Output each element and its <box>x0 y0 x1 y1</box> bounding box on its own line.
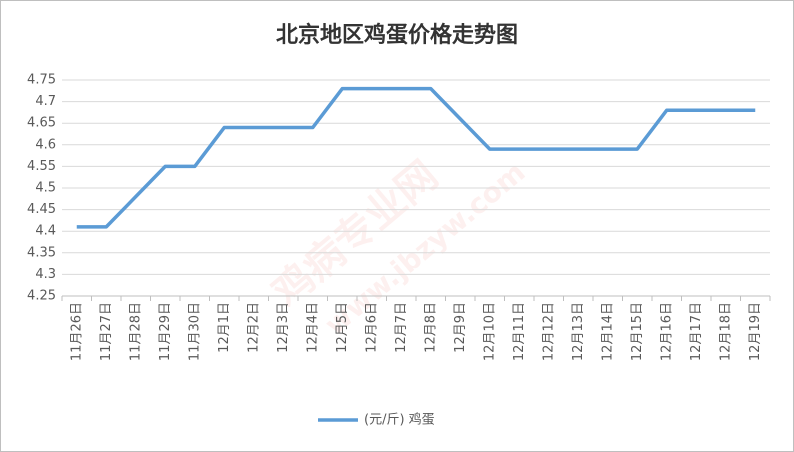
x-tick-label: 11月28日 <box>128 302 143 361</box>
chart-title: 北京地区鸡蛋价格走势图 <box>276 22 518 48</box>
x-tick-label: 12月18日 <box>718 302 733 361</box>
y-tick-label: 4.3 <box>35 267 56 282</box>
x-tick-label: 12月2日 <box>246 302 261 353</box>
x-tick-label: 12月6日 <box>364 302 379 353</box>
x-tick-label: 11月27日 <box>99 302 114 361</box>
x-tick-label: 12月1日 <box>217 302 232 353</box>
y-tick-label: 4.55 <box>27 159 56 174</box>
x-tick-label: 12月5日 <box>335 302 350 353</box>
x-tick-label: 12月13日 <box>571 302 586 361</box>
y-tick-label: 4.45 <box>27 202 56 217</box>
x-tick-label: 12月14日 <box>600 302 615 361</box>
x-tick-label: 12月9日 <box>453 302 468 353</box>
y-tick-label: 4.4 <box>35 224 56 239</box>
x-tick-label: 12月15日 <box>630 302 645 361</box>
y-tick-label: 4.75 <box>27 73 56 88</box>
x-tick-label: 11月30日 <box>187 302 202 361</box>
series-line <box>76 86 756 229</box>
x-tick-label: 11月29日 <box>158 302 173 361</box>
y-tick-label: 4.5 <box>35 181 56 196</box>
x-tick-label: 11月26日 <box>69 302 84 361</box>
legend-label: (元/斤) 鸡蛋 <box>364 412 435 428</box>
x-tick-label: 12月7日 <box>394 302 409 353</box>
x-tick-label: 12月8日 <box>423 302 438 353</box>
x-tick-label: 12月17日 <box>689 302 704 361</box>
x-tick-label: 12月12日 <box>541 302 556 361</box>
y-tick-label: 4.65 <box>27 116 56 131</box>
y-tick-label: 4.7 <box>35 94 56 109</box>
x-tick-label: 12月3日 <box>276 302 291 353</box>
x-tick-label: 12月4日 <box>305 302 320 353</box>
y-tick-label: 4.35 <box>27 245 56 260</box>
y-tick-label: 4.6 <box>35 137 56 152</box>
x-tick-label: 12月16日 <box>659 302 674 361</box>
x-tick-label: 12月19日 <box>748 302 763 361</box>
y-tick-label: 4.25 <box>27 289 56 304</box>
x-tick-label: 12月10日 <box>482 302 497 361</box>
x-tick-label: 12月11日 <box>512 302 527 361</box>
